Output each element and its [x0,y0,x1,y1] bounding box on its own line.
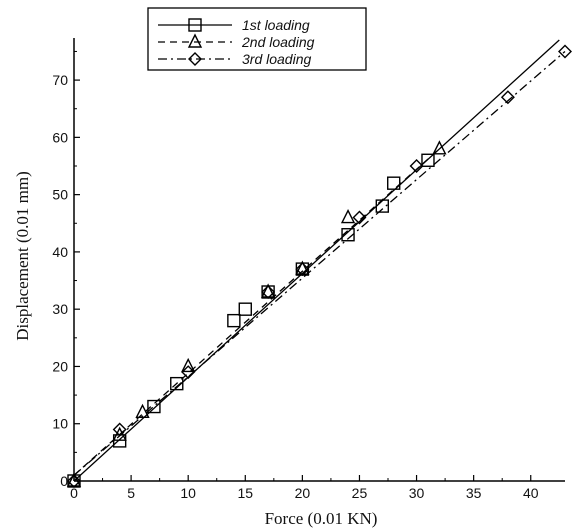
data-point-2nd-loading [181,357,196,373]
series-line-1st-loading [73,39,560,482]
x-tick-label: 0 [70,485,78,501]
legend-label-2nd-loading: 2nd loading [241,34,315,50]
y-tick-label: 50 [52,187,68,203]
data-point-1st-loading [227,313,241,328]
y-tick-label: 0 [60,473,68,489]
series-line-2nd-loading [73,148,440,476]
data-point-2nd-loading [66,472,82,487]
data-point-2nd-loading [112,426,127,441]
data-point-3rd-loading [261,285,276,299]
data-point-3rd-loading [500,90,515,105]
data-point-2nd-loading [432,140,447,155]
legend-label-1st-loading: 1st loading [242,17,310,33]
y-axis-title: Displacement (0.01 mm) [13,171,32,341]
axes: 0 5 10 15 20 25 30 35 40 0 10 20 30 40 50 60 70 [52,38,565,501]
x-axis-title: Force (0.01 KN) [265,509,378,528]
x-tick-label: 5 [127,485,135,501]
series-line-3rd-loading [73,50,566,476]
y-tick-label: 10 [52,416,68,432]
legend-marker-3rd-loading [188,52,202,66]
y-tick-label: 70 [52,72,68,88]
data-point-1st-loading [238,302,252,316]
x-tick-label: 40 [523,485,539,501]
x-tick-label: 35 [466,485,482,501]
data-point-3rd-loading [409,159,424,173]
x-tick-label: 25 [352,485,368,501]
series-markers [66,44,572,488]
y-tick-label: 60 [52,129,68,145]
legend-box [147,7,367,71]
data-point-2nd-loading [340,208,356,224]
data-point-1st-loading [375,199,390,213]
series-lines [73,39,566,482]
data-point-1st-loading [170,376,184,391]
y-tick-label: 20 [52,358,68,374]
data-point-2nd-loading [260,283,276,298]
data-point-1st-loading [421,153,435,167]
data-point-2nd-loading [135,403,150,418]
legend-label-3rd-loading: 3rd loading [242,51,311,67]
data-point-3rd-loading [67,474,81,488]
legend-marker-2nd-loading [187,33,203,48]
legend-marker-1st-loading [188,18,202,32]
data-point-3rd-loading [181,365,196,380]
data-point-1st-loading [387,176,401,190]
x-tick-label: 15 [237,485,253,501]
data-point-2nd-loading [295,260,310,275]
data-point-3rd-loading [352,210,367,225]
data-point-3rd-loading [112,422,127,437]
y-tick-label: 30 [52,301,68,317]
x-tick-label: 30 [409,485,425,501]
x-tick-label: 20 [295,485,311,501]
data-point-1st-loading [341,228,355,242]
data-point-3rd-loading [558,44,572,59]
data-point-1st-loading [147,399,161,414]
data-point-3rd-loading [295,262,310,277]
x-tick-label: 10 [180,485,196,501]
y-tick-label: 40 [52,244,68,260]
